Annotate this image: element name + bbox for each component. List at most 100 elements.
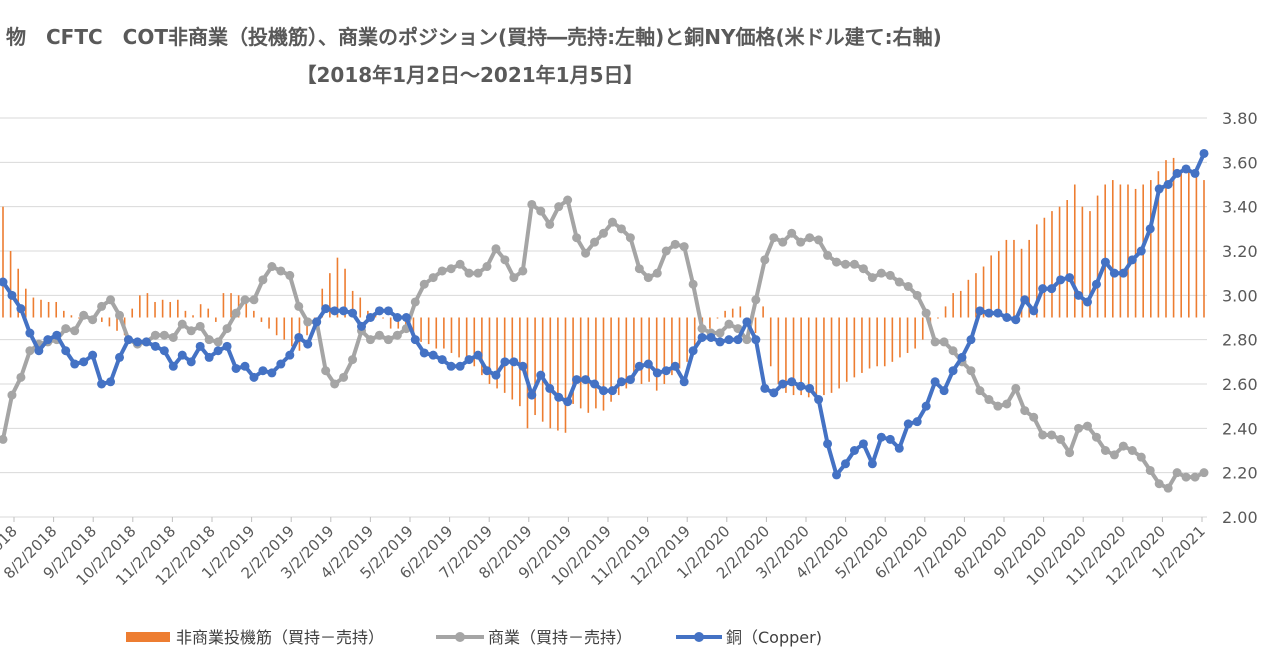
bar bbox=[602, 317, 605, 411]
bar bbox=[427, 317, 430, 345]
point bbox=[903, 419, 913, 429]
bar bbox=[131, 308, 134, 318]
point bbox=[159, 346, 169, 356]
bar bbox=[17, 268, 20, 318]
point bbox=[1172, 168, 1182, 178]
point bbox=[1136, 452, 1146, 462]
point bbox=[88, 315, 98, 325]
bar bbox=[1073, 184, 1076, 318]
point bbox=[545, 383, 555, 393]
bar bbox=[952, 293, 954, 318]
point bbox=[509, 357, 519, 367]
bar bbox=[549, 317, 552, 429]
point bbox=[115, 310, 125, 320]
point bbox=[885, 434, 895, 444]
point bbox=[652, 268, 662, 278]
point bbox=[491, 244, 501, 254]
point bbox=[437, 355, 447, 365]
bar bbox=[845, 317, 848, 382]
point bbox=[482, 366, 492, 376]
point bbox=[787, 377, 797, 387]
point bbox=[357, 321, 367, 331]
point bbox=[312, 317, 322, 327]
point bbox=[258, 366, 268, 376]
legend-marker-copper bbox=[694, 632, 704, 642]
y-tick-label: 3.00 bbox=[1222, 286, 1258, 305]
series-line bbox=[1, 152, 1206, 477]
bar bbox=[990, 255, 992, 318]
bar bbox=[739, 306, 742, 318]
bar bbox=[526, 317, 529, 429]
point bbox=[590, 237, 600, 247]
point bbox=[939, 337, 949, 347]
point bbox=[652, 368, 662, 378]
point bbox=[1190, 472, 1200, 482]
point bbox=[760, 255, 770, 265]
point bbox=[195, 321, 205, 331]
point bbox=[814, 235, 824, 245]
point bbox=[688, 346, 698, 356]
point bbox=[374, 330, 384, 340]
point bbox=[1074, 423, 1084, 433]
bar bbox=[534, 317, 536, 416]
bar bbox=[1119, 184, 1122, 318]
point bbox=[428, 350, 438, 360]
point bbox=[563, 195, 573, 205]
point bbox=[455, 259, 465, 269]
point bbox=[1145, 224, 1155, 234]
point bbox=[141, 337, 151, 347]
bar bbox=[579, 317, 582, 409]
point bbox=[276, 359, 286, 369]
point bbox=[132, 337, 142, 347]
point bbox=[697, 324, 707, 334]
point bbox=[16, 372, 26, 382]
point bbox=[383, 335, 393, 345]
y-tick-label: 3.60 bbox=[1222, 153, 1258, 172]
point bbox=[330, 306, 340, 316]
bar bbox=[63, 310, 65, 318]
point bbox=[43, 335, 53, 345]
point bbox=[1082, 297, 1092, 307]
point bbox=[168, 361, 178, 371]
bar bbox=[389, 317, 392, 329]
point bbox=[231, 308, 241, 318]
bar bbox=[716, 317, 719, 319]
bar bbox=[1089, 211, 1091, 318]
point bbox=[778, 237, 788, 247]
point bbox=[437, 266, 447, 276]
point bbox=[849, 259, 859, 269]
point bbox=[1118, 441, 1128, 451]
point bbox=[294, 332, 304, 342]
bar bbox=[1005, 239, 1008, 318]
bar bbox=[108, 317, 111, 327]
point bbox=[1074, 290, 1084, 300]
point bbox=[1056, 275, 1066, 285]
bar bbox=[914, 317, 916, 349]
point bbox=[975, 386, 985, 396]
bar bbox=[693, 317, 696, 351]
bar bbox=[982, 266, 985, 318]
point bbox=[769, 233, 779, 243]
point bbox=[715, 337, 725, 347]
point bbox=[984, 395, 994, 405]
bar bbox=[1203, 180, 1205, 318]
point bbox=[1145, 465, 1155, 475]
point bbox=[25, 346, 35, 356]
bar bbox=[944, 306, 947, 318]
bar bbox=[283, 317, 286, 340]
bar bbox=[610, 317, 612, 402]
point bbox=[204, 352, 214, 362]
point bbox=[464, 268, 474, 278]
bar bbox=[800, 317, 802, 396]
point bbox=[473, 268, 483, 278]
bar bbox=[838, 317, 840, 389]
point bbox=[392, 330, 402, 340]
point bbox=[840, 259, 850, 269]
bar bbox=[830, 317, 833, 393]
point bbox=[984, 308, 994, 318]
point bbox=[7, 290, 17, 300]
point bbox=[1091, 279, 1101, 289]
bar bbox=[777, 317, 780, 384]
point bbox=[912, 290, 922, 300]
point bbox=[1100, 257, 1110, 267]
